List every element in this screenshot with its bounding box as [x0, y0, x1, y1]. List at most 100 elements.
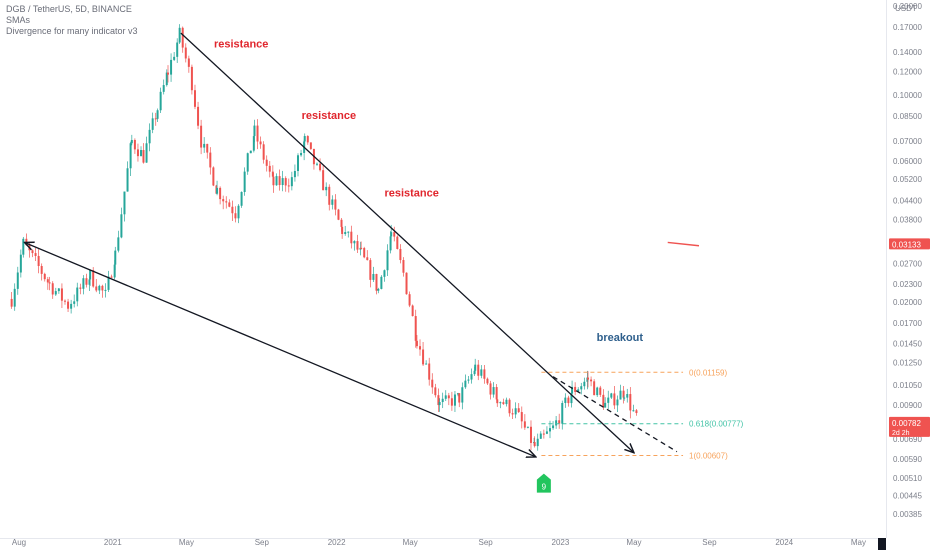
price-tick-label: 0.04400	[893, 197, 922, 206]
candle-body	[438, 402, 441, 406]
candle-body	[82, 278, 85, 289]
candle-body	[613, 393, 616, 406]
candle-body	[281, 178, 284, 186]
candle-body	[558, 420, 561, 424]
candle-body	[142, 150, 145, 163]
candle-body	[461, 387, 464, 403]
price-tag-bg	[889, 238, 930, 250]
candle-body	[360, 247, 363, 249]
candle-body	[396, 236, 399, 249]
candle-body	[54, 291, 57, 295]
candle-body	[467, 379, 470, 381]
candle-body	[262, 144, 265, 160]
candle-body	[133, 139, 136, 150]
candle-body	[402, 260, 405, 273]
candle-body	[173, 56, 176, 60]
candle-body	[265, 159, 268, 166]
price-axis: 0.20000 0.17000 0.14000 0.12000 0.10000 0.085…	[893, 2, 922, 519]
candle-body	[225, 201, 228, 203]
candle-body	[193, 90, 196, 107]
candle-body	[114, 250, 117, 265]
time-tick-label: May	[851, 538, 866, 547]
time-tick-label: 2023	[552, 538, 570, 547]
candle-body	[383, 270, 386, 277]
price-tag-value: 0.03133	[892, 240, 921, 249]
candle-body	[28, 245, 31, 251]
candle-body	[474, 364, 477, 371]
candle-body	[564, 397, 567, 403]
candle-body	[350, 231, 353, 244]
candle-body	[73, 301, 76, 304]
candle-body	[533, 442, 536, 447]
candle-body	[414, 316, 417, 341]
candle-body	[243, 171, 246, 192]
candle-body	[492, 387, 495, 395]
candle-body	[290, 177, 293, 187]
candle-body	[184, 47, 187, 59]
candle-body	[483, 369, 486, 379]
candle-body	[431, 379, 434, 388]
candle-body	[408, 294, 411, 306]
candle-body	[574, 386, 577, 392]
candle-body	[517, 408, 520, 413]
candle-body	[197, 106, 200, 126]
time-axis: Aug 2021 May Sep 2022 May Sep 2023 May Sep 2024 May	[12, 538, 866, 547]
price-tick-label: 0.00590	[893, 455, 922, 464]
price-tick-label: 0.01250	[893, 359, 922, 368]
candle-body	[10, 298, 13, 307]
time-tick-label: May	[179, 538, 194, 547]
candle-body	[328, 186, 331, 205]
candle-body	[415, 340, 418, 347]
candle-body	[319, 163, 322, 171]
candle-body	[37, 255, 40, 267]
candle-body	[89, 270, 92, 280]
candle-body	[599, 387, 602, 395]
candle-body	[170, 59, 173, 75]
candle-body	[375, 273, 378, 291]
indicator-divergence-label[interactable]: Divergence for many indicator v3	[6, 26, 138, 36]
candle-body	[249, 150, 252, 154]
candles	[10, 24, 638, 451]
candle-body	[151, 118, 154, 130]
candle-body	[120, 214, 123, 238]
price-tag-countdown: 2d 2h	[892, 430, 910, 437]
trendline-breakout-dash	[552, 376, 678, 453]
candle-body	[555, 420, 558, 426]
candle-body	[470, 374, 473, 380]
candle-body	[502, 402, 505, 405]
price-tick-label: 0.14000	[893, 48, 922, 57]
candle-body	[154, 118, 157, 120]
candle-body	[545, 431, 548, 434]
candle-body	[489, 383, 492, 395]
candle-body	[256, 125, 259, 142]
fib-retracement: 0(0.01159) 0.618(0.00777) 1(0.00607)	[541, 368, 744, 460]
candle-body	[486, 378, 489, 384]
candle-body	[480, 369, 483, 376]
candle-body	[520, 412, 523, 422]
candle-body	[596, 387, 599, 396]
candle-body	[187, 58, 190, 67]
price-tick-label: 0.02300	[893, 280, 922, 289]
candle-body	[441, 398, 444, 403]
candle-body	[587, 377, 590, 380]
candle-body	[604, 402, 607, 408]
candle-body	[590, 379, 593, 382]
candle-body	[337, 209, 340, 220]
candle-body	[393, 232, 396, 237]
candle-body	[259, 141, 262, 145]
candle-body	[422, 349, 425, 365]
candle-body	[104, 289, 107, 291]
indicator-sma-label[interactable]: SMAs	[6, 15, 31, 25]
price-tick-label: 0.07000	[893, 137, 922, 146]
time-tick-label: Sep	[255, 538, 270, 547]
price-tick-label: 0.00445	[893, 491, 922, 500]
candle-body	[523, 421, 526, 428]
candle-body	[43, 273, 46, 280]
candle-body	[79, 287, 82, 289]
candle-body	[22, 238, 25, 255]
candle-body	[325, 186, 328, 191]
candle-body	[372, 273, 375, 280]
candle-body	[228, 202, 231, 207]
